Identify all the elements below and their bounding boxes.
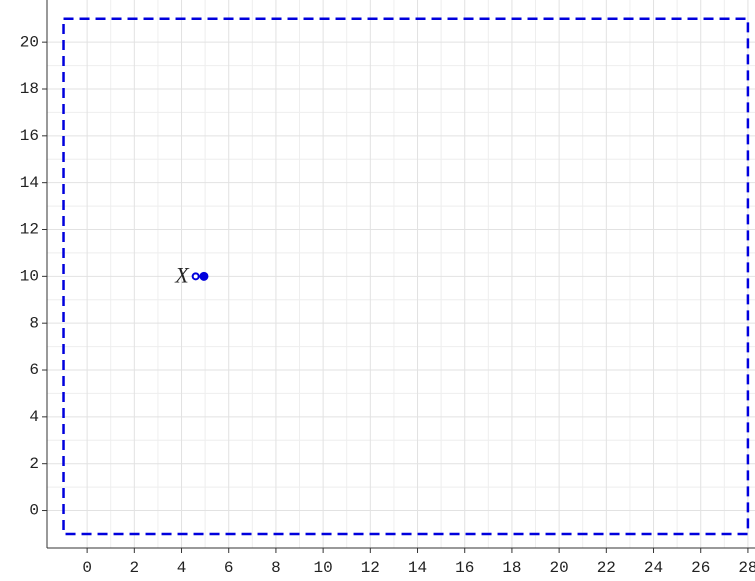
y-tick-label: 4 [29, 408, 39, 426]
point-label: X [174, 262, 190, 287]
y-tick-label: 0 [29, 502, 39, 520]
x-tick-label: 2 [130, 559, 140, 577]
x-tick-label: 26 [691, 559, 710, 577]
x-tick-label: 0 [82, 559, 92, 577]
y-tick-label: 20 [20, 33, 39, 51]
y-tick-label: 14 [20, 174, 39, 192]
x-tick-label: 20 [550, 559, 569, 577]
point [199, 271, 209, 281]
y-tick-label: 16 [20, 127, 39, 145]
y-tick-label: 18 [20, 80, 39, 98]
x-tick-label: 18 [502, 559, 521, 577]
x-tick-label: 8 [271, 559, 281, 577]
x-tick-label: 14 [408, 559, 427, 577]
y-tick-label: 8 [29, 314, 39, 332]
y-tick-label: 2 [29, 455, 39, 473]
y-tick-label: 10 [20, 268, 39, 286]
x-tick-label: 10 [314, 559, 333, 577]
point [191, 272, 200, 281]
x-tick-label: 28 [738, 559, 755, 577]
y-tick-label: 12 [20, 221, 39, 239]
x-tick-label: 22 [597, 559, 616, 577]
x-tick-label: 16 [455, 559, 474, 577]
x-tick-label: 6 [224, 559, 234, 577]
y-tick-label: 6 [29, 361, 39, 379]
x-tick-label: 12 [361, 559, 380, 577]
boundary-rectangle [62, 17, 750, 536]
x-tick-label: 24 [644, 559, 663, 577]
x-tick-label: 4 [177, 559, 187, 577]
